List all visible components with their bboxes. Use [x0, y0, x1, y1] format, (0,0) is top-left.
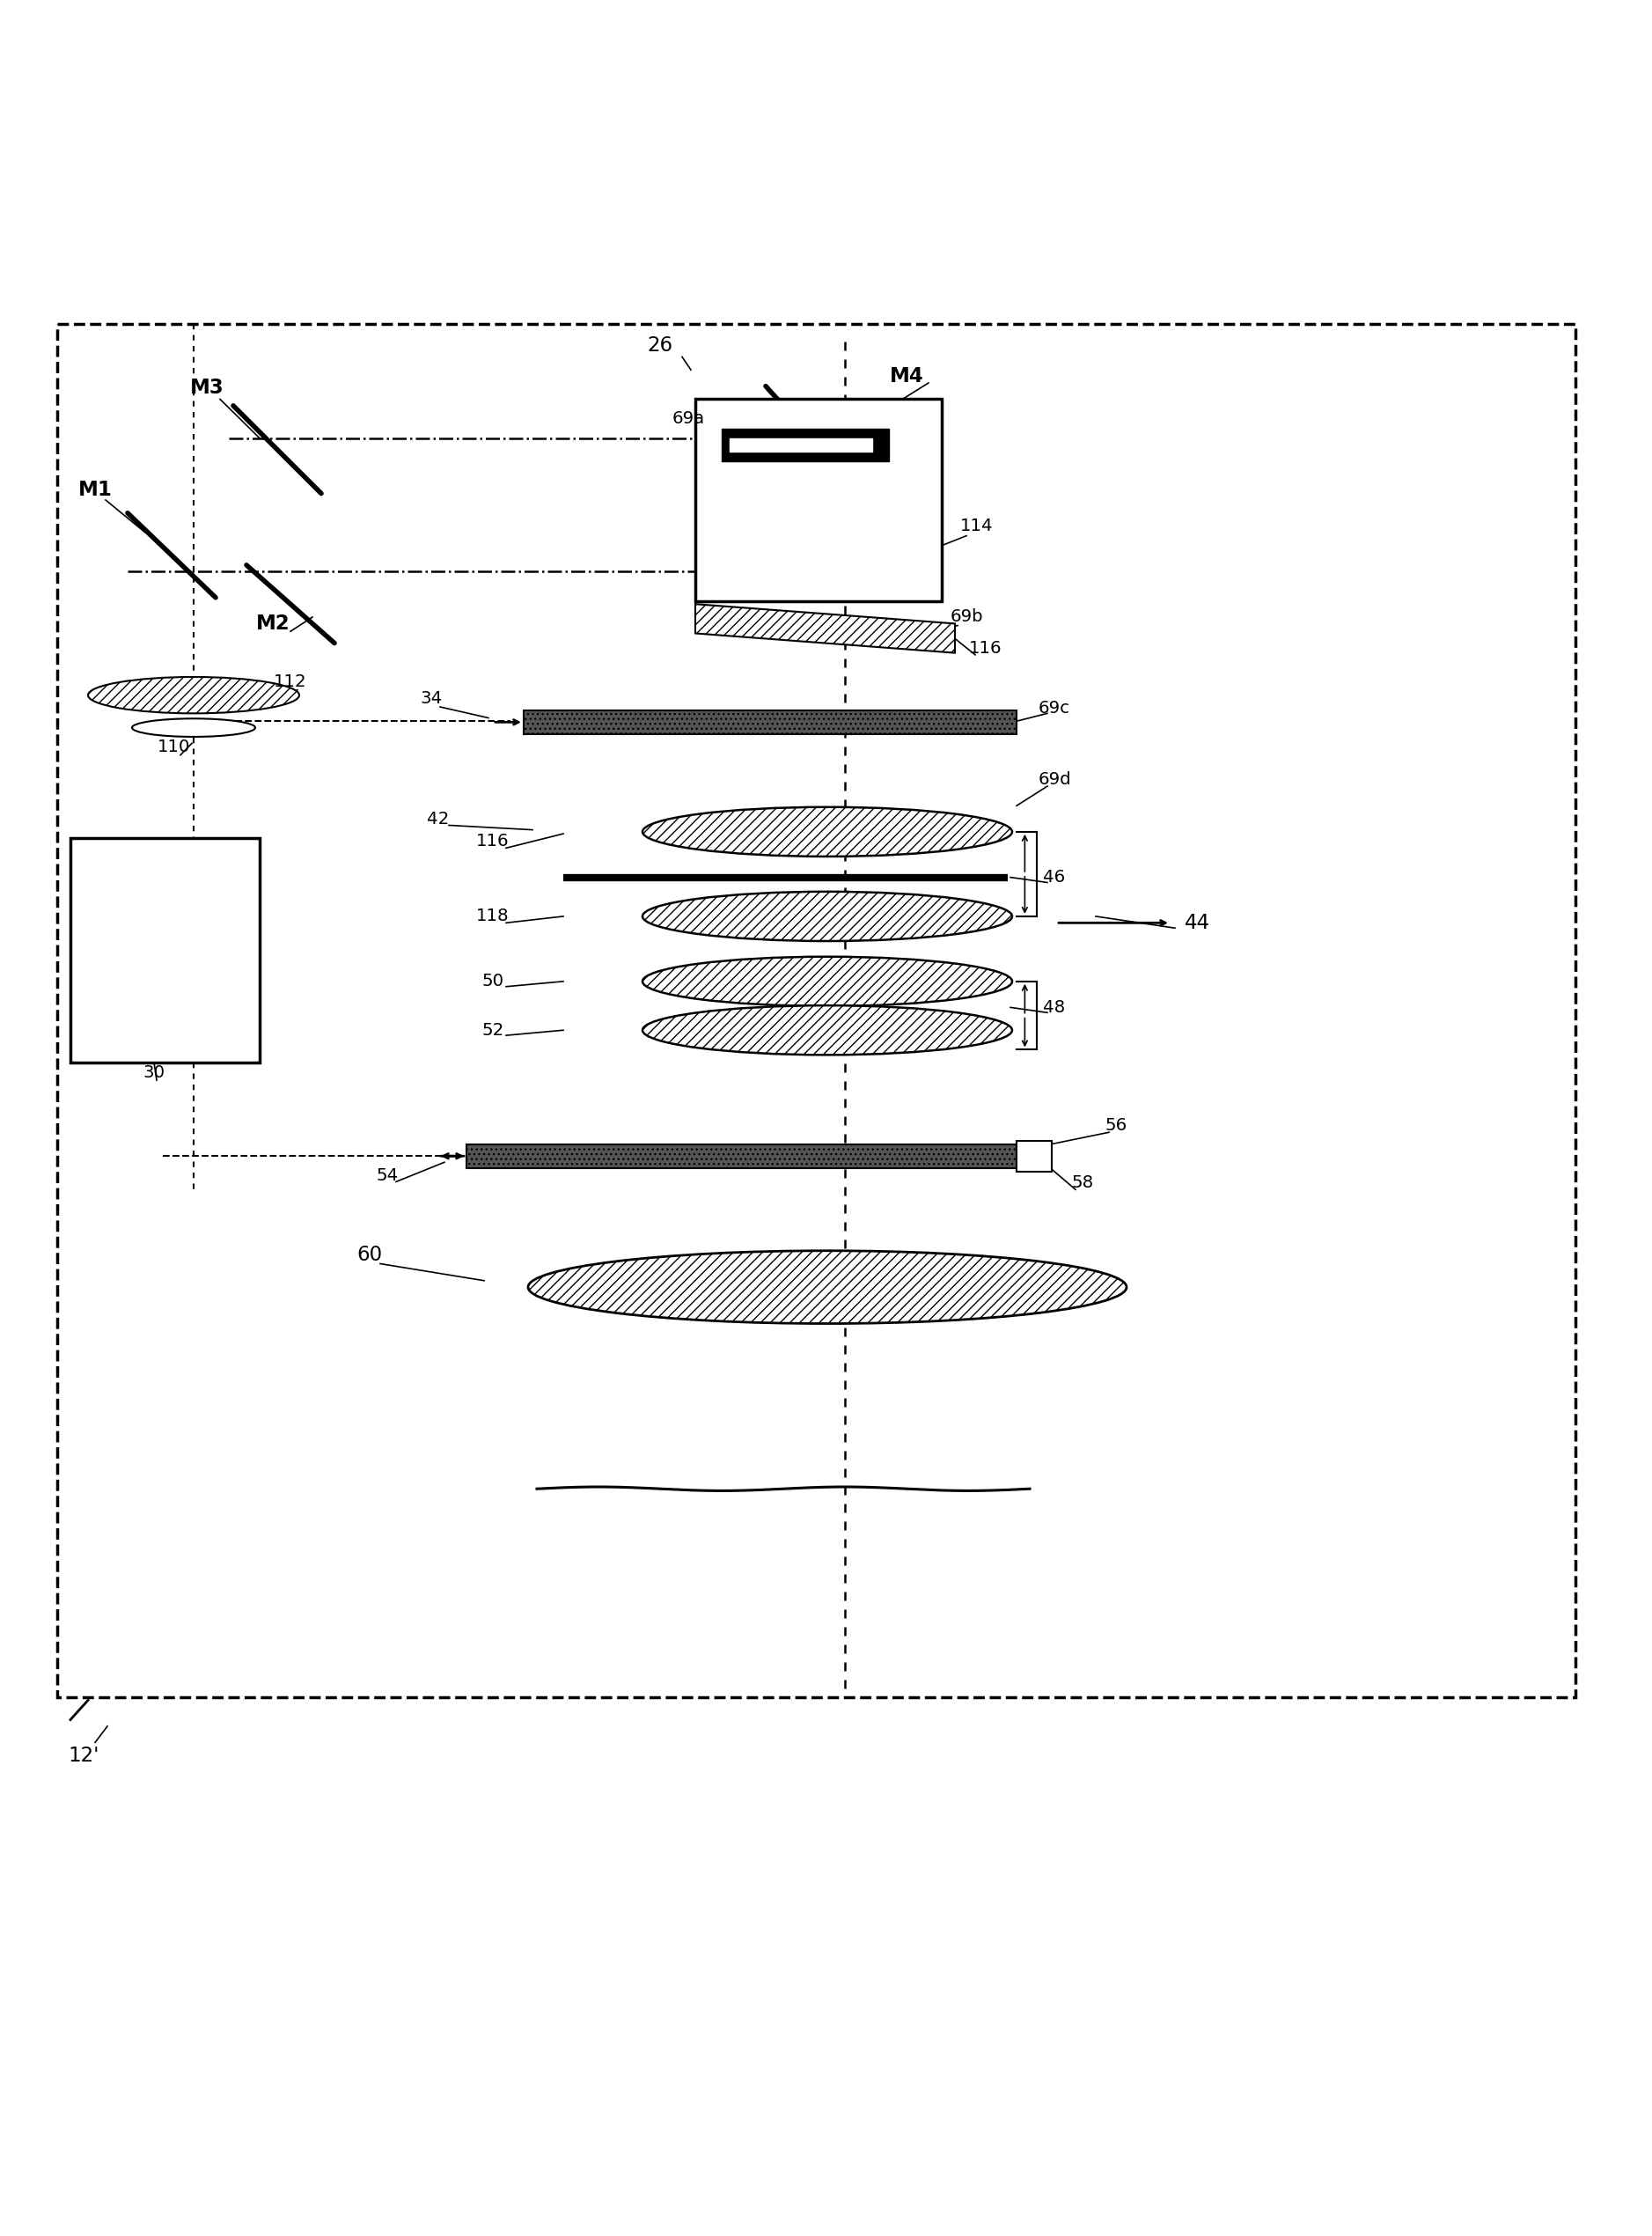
Ellipse shape — [132, 718, 256, 738]
Text: 118: 118 — [476, 908, 509, 926]
Text: 50: 50 — [482, 973, 504, 991]
Text: 69b: 69b — [950, 608, 983, 626]
Text: 116: 116 — [476, 834, 509, 850]
Text: 114: 114 — [960, 519, 993, 534]
Bar — [722, 429, 889, 461]
Text: 44: 44 — [1184, 912, 1209, 932]
Ellipse shape — [643, 807, 1013, 856]
Text: M4: M4 — [889, 367, 923, 387]
Text: 12': 12' — [68, 1746, 99, 1766]
Text: 54: 54 — [377, 1167, 398, 1183]
Text: 116: 116 — [970, 639, 1003, 657]
Text: 30: 30 — [144, 1064, 165, 1080]
Text: M1: M1 — [78, 481, 112, 501]
Bar — [695, 400, 942, 601]
Text: 56: 56 — [1105, 1118, 1127, 1134]
Text: 48: 48 — [1044, 999, 1066, 1015]
Polygon shape — [695, 604, 955, 653]
Bar — [1016, 1140, 1052, 1172]
Ellipse shape — [529, 1250, 1127, 1324]
Text: 42: 42 — [428, 809, 449, 827]
Ellipse shape — [88, 678, 299, 713]
Text: M2: M2 — [256, 613, 289, 633]
Text: M3: M3 — [190, 378, 225, 398]
Text: 26: 26 — [648, 335, 672, 356]
Text: 34: 34 — [420, 691, 443, 707]
Bar — [71, 838, 259, 1062]
Text: 52: 52 — [482, 1022, 504, 1038]
Ellipse shape — [643, 957, 1013, 1006]
Ellipse shape — [643, 892, 1013, 941]
Text: 60: 60 — [357, 1245, 383, 1266]
Text: 69a: 69a — [672, 411, 705, 427]
Bar — [524, 711, 1016, 733]
Bar — [466, 1145, 1016, 1167]
Bar — [730, 438, 872, 452]
Text: 46: 46 — [1044, 870, 1066, 885]
Text: 69d: 69d — [1037, 771, 1070, 787]
Ellipse shape — [643, 1006, 1013, 1055]
Text: 58: 58 — [1072, 1174, 1094, 1192]
Text: 112: 112 — [274, 673, 307, 691]
Text: 69c: 69c — [1039, 700, 1070, 716]
Text: 110: 110 — [159, 738, 190, 756]
